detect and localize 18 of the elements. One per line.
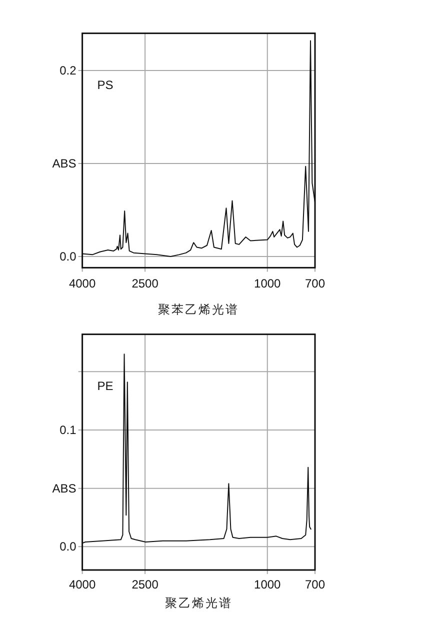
x-tick-label: 4000 bbox=[68, 578, 96, 592]
x-tick-label: 4000 bbox=[68, 276, 96, 291]
text: 聚苯乙烯光谱 bbox=[158, 302, 240, 317]
x-tick-label: 2500 bbox=[132, 276, 159, 291]
y-axis-title: ABS bbox=[52, 481, 76, 496]
x-tick-label: 1000 bbox=[254, 276, 282, 291]
x-tick-label: 2500 bbox=[132, 578, 159, 592]
series-label: PE bbox=[97, 379, 114, 394]
text: 聚乙烯光谱 bbox=[164, 596, 232, 610]
y-tick-label: 0.2 bbox=[60, 64, 77, 78]
y-axis-title: ABS bbox=[52, 156, 76, 171]
text: PS bbox=[97, 78, 114, 92]
y-tick-label: 0.1 bbox=[60, 422, 77, 437]
y-tick-label: 0.0 bbox=[60, 540, 77, 554]
y-tick-label: 0.0 bbox=[60, 250, 77, 264]
x-tick-label: 700 bbox=[304, 578, 326, 592]
x-tick-label: 1000 bbox=[254, 578, 282, 592]
x-tick-label: 700 bbox=[304, 276, 326, 291]
